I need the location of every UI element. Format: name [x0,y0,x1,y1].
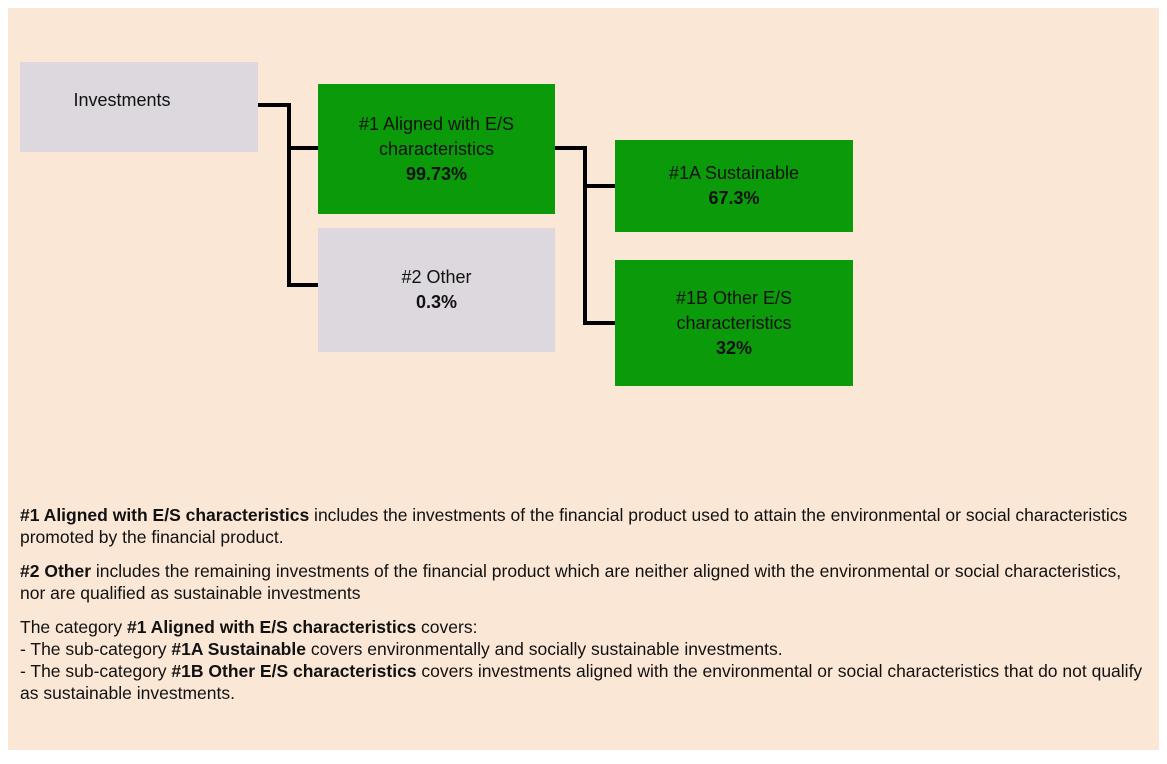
node-box: #1 Aligned with E/S characteristics 99.7… [318,84,555,214]
node-label: #1A Sustainable [668,163,800,183]
node-label: #1B Other E/S characteristics [675,287,793,333]
explanations: #1 Aligned with E/S characteristics incl… [20,504,1148,716]
panel: Investments #1 Aligned with E/S characte… [8,8,1159,750]
node-value: 0.3% [415,292,458,312]
bold-term: #1 Aligned with E/S characteristics [20,505,310,525]
bold-term: #1 Aligned with E/S characteristics [127,617,417,637]
node-value: 67.3% [708,188,760,208]
node-box: #1B Other E/S characteristics 32% [615,260,853,386]
node-value: 32% [715,337,753,358]
text: - The sub-category [20,639,172,659]
node-label: Investments [73,90,171,110]
bold-term: #1B Other E/S characteristics [171,661,417,681]
connectors [258,103,615,325]
bold-term: #2 Other [20,561,91,581]
connector [555,146,615,325]
text: covers: [416,617,478,637]
node-label: #1 Aligned with E/S characteristics [358,113,515,159]
node-box: Investments [20,62,258,152]
connector [258,103,318,287]
node-value: 99.73% [405,163,468,184]
text: covers investments aligned with the envi… [20,661,1143,703]
bold-term: #1A Sustainable [171,639,306,659]
text: - The sub-category [20,661,172,681]
paragraph: #2 Other includes the remaining investme… [20,560,1148,604]
node-box: #1A Sustainable 67.3% [615,140,853,232]
node-box: #2 Other 0.3% [318,228,555,352]
text: covers environmentally and socially sust… [305,639,783,659]
paragraph: #1 Aligned with E/S characteristics incl… [20,504,1148,548]
text: The category [20,617,127,637]
node-label: #2 Other [401,267,472,287]
paragraph: The category #1 Aligned with E/S charact… [20,616,1148,704]
text: includes the investments of the financia… [20,505,1128,547]
text: includes the remaining investments of th… [20,561,1122,603]
